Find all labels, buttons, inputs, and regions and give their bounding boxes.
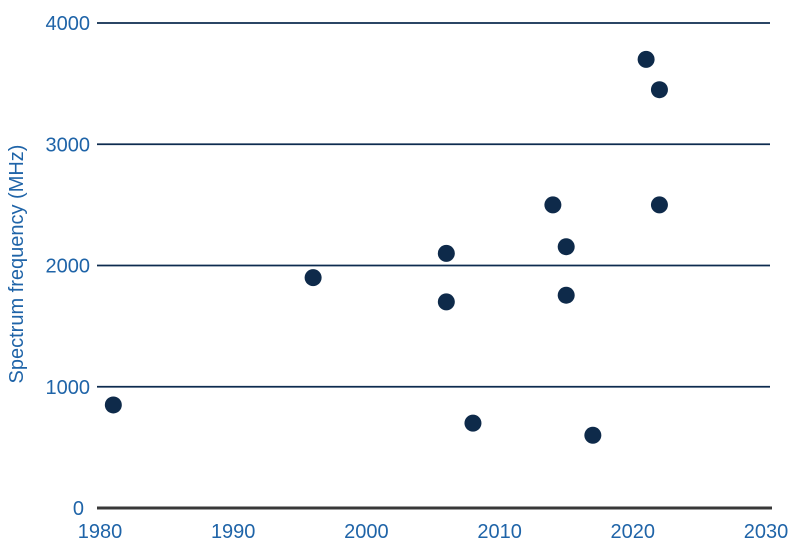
y-tick-label: 4000 xyxy=(46,13,91,35)
data-point xyxy=(544,196,562,214)
data-point-group xyxy=(104,50,668,444)
y-tick-label: 3000 xyxy=(46,134,91,156)
data-point xyxy=(584,426,602,444)
data-point xyxy=(304,269,322,287)
data-point xyxy=(437,293,455,311)
x-tick-label: 2000 xyxy=(344,521,389,543)
y-tick-label: 2000 xyxy=(46,256,91,278)
data-point xyxy=(557,238,575,256)
data-point xyxy=(464,414,482,432)
data-point xyxy=(650,196,668,214)
axis-label-group: 0 1000 2000 3000 4000 1980 1990 2000 2010 2020 203… xyxy=(46,13,789,543)
x-tick-label: 2030 xyxy=(744,521,789,543)
x-tick-label: 1980 xyxy=(78,521,123,543)
data-point xyxy=(557,286,575,304)
y-axis-title: Spectrum frequency (MHz) xyxy=(6,145,28,384)
y-tick-label: 1000 xyxy=(46,377,91,399)
x-tick-label: 2020 xyxy=(611,521,656,543)
x-tick-label: 1990 xyxy=(211,521,256,543)
data-point xyxy=(437,244,455,262)
data-point xyxy=(637,50,655,68)
data-point xyxy=(104,396,122,414)
y-tick-label: 0 xyxy=(73,498,84,520)
gridline-group xyxy=(97,22,772,510)
data-point xyxy=(650,81,668,99)
x-tick-label: 2010 xyxy=(477,521,522,543)
